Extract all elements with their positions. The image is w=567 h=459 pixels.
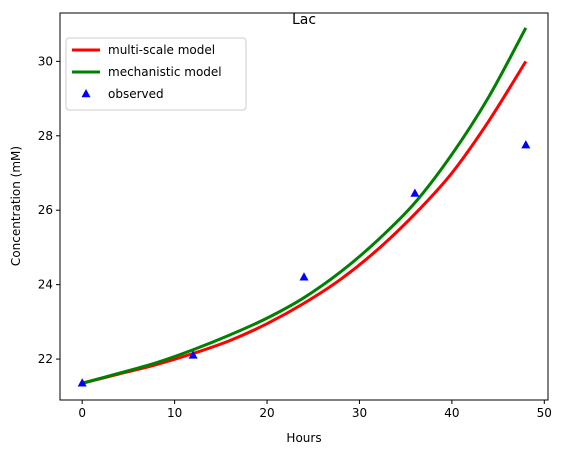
x-tick-label: 0 bbox=[78, 406, 86, 420]
y-tick-label: 26 bbox=[38, 203, 53, 217]
x-tick-label: 10 bbox=[167, 406, 182, 420]
x-tick-label: 50 bbox=[537, 406, 552, 420]
legend-box bbox=[65, 37, 247, 111]
legend-label: mechanistic model bbox=[108, 65, 222, 79]
legend-label: observed bbox=[108, 87, 164, 101]
chart-title: Lac bbox=[292, 12, 316, 28]
y-axis-label: Concentration (mM) bbox=[9, 146, 23, 266]
legend-swatch-marker bbox=[81, 89, 91, 98]
x-tick-label: 20 bbox=[259, 406, 274, 420]
series-line-1 bbox=[81, 27, 528, 385]
y-tick-label: 28 bbox=[38, 129, 53, 143]
observed-point bbox=[410, 188, 420, 197]
observed-point bbox=[521, 140, 531, 149]
observed-point bbox=[77, 378, 87, 387]
observed-point bbox=[299, 272, 309, 281]
plot-frame bbox=[59, 12, 549, 401]
x-tick-label: 30 bbox=[352, 406, 367, 420]
observed-point bbox=[188, 350, 198, 359]
legend-label: multi-scale model bbox=[108, 43, 215, 57]
y-tick-label: 22 bbox=[38, 352, 53, 366]
series-layer bbox=[77, 27, 531, 387]
x-axis: 0 10 20 30 40 50 bbox=[78, 400, 552, 420]
y-axis: 22 24 26 28 30 bbox=[38, 54, 60, 366]
legend: multi-scale model mechanistic model observ… bbox=[65, 37, 247, 111]
y-tick-label: 30 bbox=[38, 54, 53, 68]
y-tick-label: 24 bbox=[38, 278, 53, 292]
series-line-0 bbox=[81, 60, 528, 385]
x-tick-label: 40 bbox=[444, 406, 459, 420]
x-axis-label: Hours bbox=[286, 431, 321, 445]
